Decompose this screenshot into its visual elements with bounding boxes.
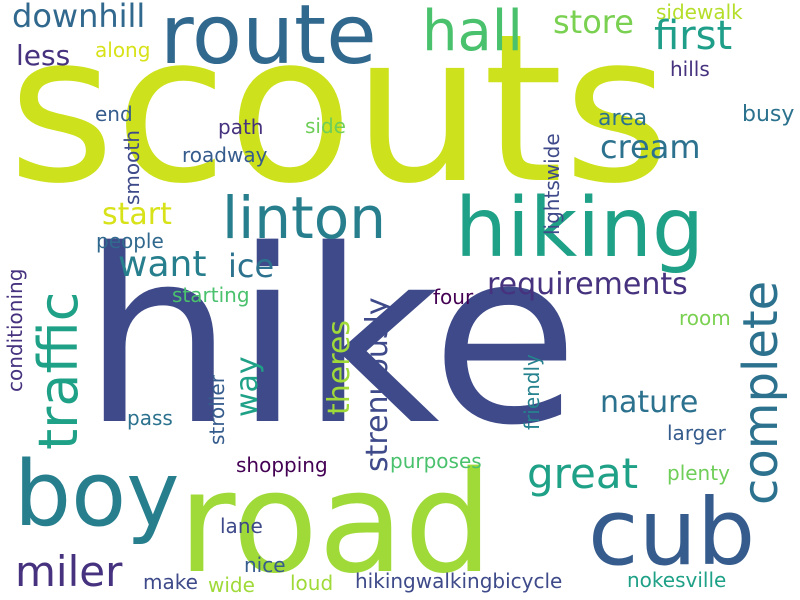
word-hall: hall <box>422 0 523 64</box>
word-make: make <box>143 570 198 594</box>
word-great: great <box>527 449 639 498</box>
word-traffic: traffic <box>27 291 90 450</box>
word-scouts: scouts <box>8 0 671 229</box>
word-people: people <box>96 229 164 253</box>
word-requirements: requirements <box>487 267 688 302</box>
word-roadway: roadway <box>182 143 268 167</box>
word-pass: pass <box>127 406 173 430</box>
word-less: less <box>16 39 71 72</box>
word-shopping: shopping <box>236 453 328 477</box>
word-ice: ice <box>228 247 275 285</box>
word-first: first <box>654 13 733 59</box>
word-miler: miler <box>15 547 123 596</box>
word-downhill: downhill <box>12 0 146 35</box>
word-side: side <box>305 114 346 138</box>
word-lightswide: lightswide <box>540 133 564 235</box>
word-theres: theres <box>322 320 357 415</box>
word-wide: wide <box>208 573 255 597</box>
word-starting: starting <box>172 283 250 307</box>
word-path: path <box>218 115 264 139</box>
word-cub: cub <box>588 479 756 586</box>
word-stroller: stroller <box>205 375 229 445</box>
word-room: room <box>679 306 731 330</box>
word-sidewalk: sidewalk <box>656 0 743 24</box>
word-hills: hills <box>670 57 710 81</box>
word-lane: lane <box>220 514 263 538</box>
word-nokesville: nokesville <box>627 568 727 592</box>
word-nature: nature <box>600 385 699 420</box>
word-cream: cream <box>600 128 701 166</box>
word-boy: boy <box>14 442 180 547</box>
word-road: road <box>178 442 493 600</box>
word-smooth: smooth <box>120 130 144 205</box>
word-route: route <box>160 0 377 83</box>
word-purposes: purposes <box>390 449 482 473</box>
word-way: way <box>230 356 265 417</box>
word-nice: nice <box>244 553 286 577</box>
word-complete: complete <box>733 280 789 505</box>
word-along: along <box>95 38 151 62</box>
word-end: end <box>95 102 133 126</box>
word-hike: hike <box>82 198 579 478</box>
word-hiking: hiking <box>455 181 705 276</box>
word-larger: larger <box>667 421 726 445</box>
word-friendly: friendly <box>520 354 544 430</box>
word-busy: busy <box>742 102 795 127</box>
word-want: want <box>118 244 207 285</box>
word-plenty: plenty <box>667 461 730 485</box>
word-area: area <box>598 106 648 131</box>
word-start: start <box>102 197 172 232</box>
word-hikingwalkingbicycle: hikingwalkingbicycle <box>355 569 563 593</box>
word-store: store <box>553 3 634 41</box>
word-strenuously: strenuously <box>360 297 395 472</box>
word-loud: loud <box>290 571 334 595</box>
word-four: four <box>433 285 474 309</box>
word-conditioning: conditioning <box>3 268 27 392</box>
word-linton: linton <box>222 184 386 252</box>
